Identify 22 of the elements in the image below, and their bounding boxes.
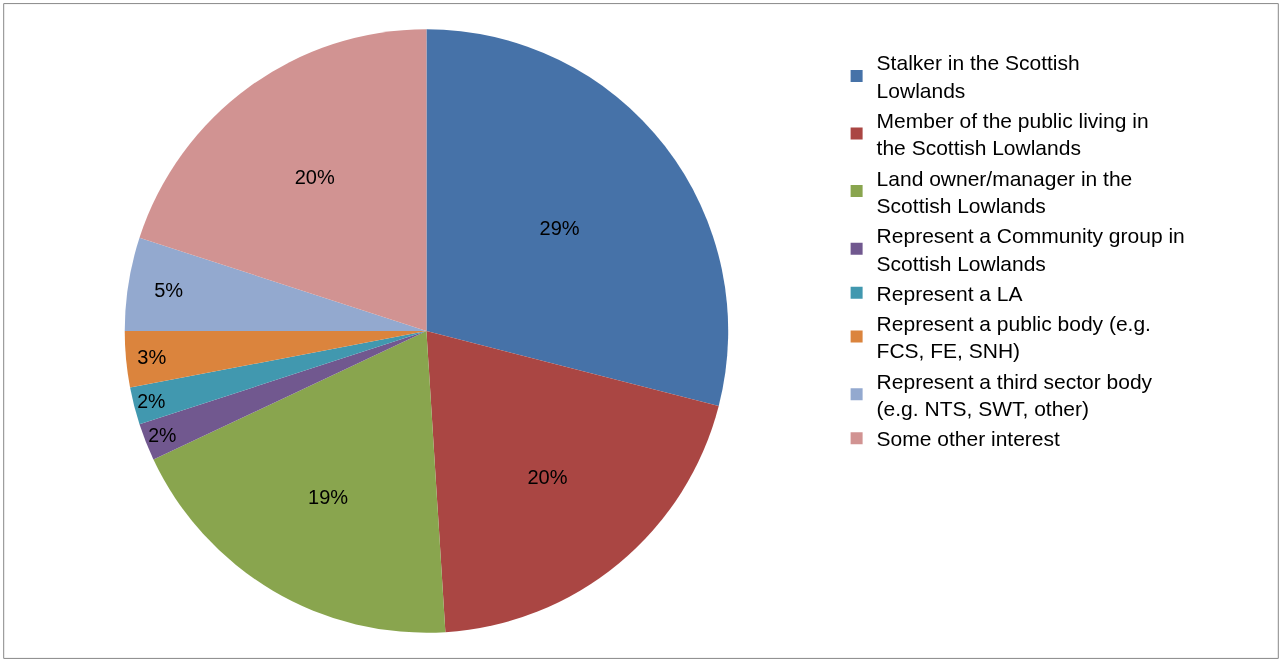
data-label: 2% [137, 390, 166, 413]
pie-slice [426, 331, 719, 633]
data-label: 3% [137, 345, 167, 368]
data-label: 19% [308, 486, 349, 509]
legend-label: Represent a LA [876, 281, 1023, 305]
legend-label: Member of the public living in the Scottish Lowlands [876, 109, 1149, 160]
data-label: 5% [154, 279, 184, 302]
pie-slice [426, 29, 729, 407]
legend-label: Some other interest [876, 427, 1061, 451]
legend-label: Represent a public body (e.g. FCS, FE, SNH) [876, 312, 1151, 363]
legend-label: Land owner/manager in the Scottish Lowlands [876, 166, 1133, 217]
pie-slice [124, 237, 427, 331]
legend-label: Represent a third sector body (e.g. NTS, SWT, other) [876, 369, 1153, 421]
data-label: 2% [148, 424, 177, 447]
data-label: 20% [294, 166, 335, 189]
legend-label: Represent a Community group in Scottish Lowlands [876, 224, 1185, 275]
data-label: 29% [539, 216, 580, 239]
pie-slice [130, 331, 427, 425]
pie-slice [139, 29, 427, 331]
pie-slice [124, 331, 427, 388]
legend-label: Stalker in the Scottish Lowlands [876, 51, 1080, 102]
data-label: 20% [527, 466, 568, 489]
